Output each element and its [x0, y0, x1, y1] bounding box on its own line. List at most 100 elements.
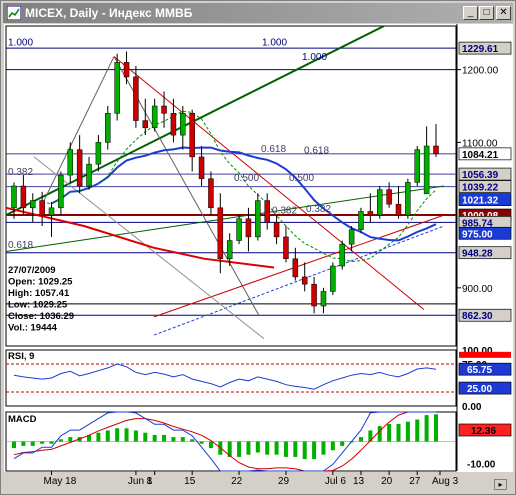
channel-line-blue-dashed — [153, 225, 445, 336]
macd-histogram-bar — [40, 441, 45, 444]
macd-axis-label: -10.00 — [467, 460, 496, 471]
macd-histogram-bar — [321, 441, 326, 455]
fibonacci-level-label: 1.000 — [8, 38, 33, 49]
macd-histogram-bar — [68, 437, 73, 442]
candle-body — [339, 243, 345, 267]
macd-histogram-bar — [255, 441, 260, 453]
maximize-button[interactable]: □ — [479, 6, 494, 20]
candle-body — [86, 163, 92, 187]
candle-body — [11, 185, 17, 209]
macd-histogram-bar — [152, 434, 157, 442]
candle-body — [301, 276, 308, 285]
macd-histogram-bar — [199, 441, 204, 444]
candle-body — [358, 211, 364, 230]
candle-body — [414, 149, 420, 183]
macd-histogram-bar — [227, 441, 232, 457]
candle-body — [236, 218, 242, 241]
candle-body — [330, 265, 336, 292]
macd-histogram-bar — [415, 419, 420, 442]
time-axis-label: 22 — [231, 476, 243, 487]
macd-histogram-bar — [246, 441, 251, 455]
time-axis-label: Aug 3 — [432, 476, 459, 487]
candle-body — [58, 174, 64, 209]
macd-histogram-bar — [293, 441, 298, 457]
chart-app-icon — [7, 6, 21, 20]
candle-body — [386, 189, 392, 205]
fibonacci-level-label: 0.500 — [289, 173, 314, 184]
macd-histogram-bar — [180, 437, 185, 442]
moving-average-green-dashed — [42, 110, 437, 263]
candle-body — [180, 113, 186, 136]
rsi-tag — [458, 362, 512, 376]
fibonacci-level-label: 0.382 — [306, 204, 331, 215]
macd-histogram-bar — [143, 432, 148, 442]
candle-body — [433, 145, 439, 155]
price-tag-value: 1084.21 — [462, 150, 499, 161]
candle-body — [292, 258, 299, 278]
candle-body — [208, 178, 214, 209]
trend-line-red — [113, 56, 425, 311]
price-tag-value: 1039.22 — [462, 183, 499, 194]
price-tag — [458, 226, 512, 240]
price-tag-value: 985.74 — [462, 218, 493, 229]
fibonacci-level-label: 1.000 — [302, 52, 327, 63]
macd-histogram-bar — [58, 439, 63, 442]
macd-histogram-bar — [396, 423, 401, 442]
candle-body — [76, 149, 83, 187]
rsi-tag-value: 65.75 — [467, 365, 492, 376]
minimize-button[interactable]: _ — [463, 6, 478, 20]
fibonacci-level-label: 0.382 — [8, 167, 33, 178]
macd-signal-line — [13, 411, 436, 472]
trend-line-green — [5, 25, 385, 216]
macd-line — [13, 411, 436, 472]
time-axis-label: May 18 — [44, 476, 77, 487]
macd-title: MACD — [8, 414, 37, 425]
title-bar[interactable]: MICEX, Daily - Индекс ММВБ _ □ ✕ — [3, 3, 513, 23]
macd-histogram-bar — [340, 441, 345, 446]
macd-histogram-bar — [424, 415, 429, 442]
channel-line-red — [153, 214, 445, 318]
chart-canvas[interactable]: 1.000 1.000 1.000 0.618 0.618 0.500 0.500 0.382… — [4, 24, 513, 490]
price-panel-frame — [5, 25, 457, 347]
fibonacci-level-label: 0.618 — [8, 240, 33, 251]
price-tag — [458, 180, 512, 193]
candle-body — [189, 113, 195, 158]
candle-body — [405, 182, 411, 216]
macd-histogram-bar — [368, 430, 373, 442]
chart-area[interactable]: 1.000 1.000 1.000 0.618 0.618 0.500 0.500 0.382… — [4, 24, 513, 490]
macd-histogram-bar — [162, 434, 167, 442]
macd-histogram-bar — [274, 441, 279, 455]
macd-histogram-bar — [330, 441, 335, 451]
macd-histogram-bar — [312, 441, 317, 460]
rsi-axis-label: 0.00 — [462, 402, 482, 413]
macd-histogram-bar — [377, 426, 382, 442]
candle-body — [320, 291, 327, 307]
candle-body — [264, 200, 270, 223]
rsi-panel-frame — [5, 349, 457, 407]
candle-body — [245, 218, 252, 238]
candle-body — [376, 189, 383, 216]
price-tag — [458, 246, 512, 260]
price-tag-value: 862.30 — [462, 311, 493, 322]
price-axis-label: 900.00 — [462, 284, 493, 295]
macd-histogram-bar — [265, 441, 270, 455]
candle-body — [133, 76, 139, 121]
macd-histogram-bar — [124, 428, 129, 442]
time-axis-label: 8 — [147, 476, 153, 487]
time-axis-bar — [4, 472, 513, 490]
macd-histogram-bar — [208, 441, 213, 449]
macd-histogram-bar — [96, 432, 101, 442]
macd-histogram-bar — [302, 441, 307, 460]
time-axis-label: 15 — [184, 476, 196, 487]
macd-histogram-bar — [87, 434, 92, 442]
macd-histogram-bar — [434, 414, 438, 442]
time-axis-label: Jun 1 — [128, 476, 153, 487]
close-button[interactable]: ✕ — [496, 6, 511, 20]
moving-average-blue — [51, 146, 437, 242]
time-axis-label: Jul 6 — [325, 476, 347, 487]
rsi-level-tag — [459, 351, 511, 358]
ohlc-info-date: 27/07/2009 — [8, 265, 56, 276]
chart-scroll-button[interactable]: ▸ — [494, 479, 507, 490]
candle-body — [39, 200, 45, 216]
